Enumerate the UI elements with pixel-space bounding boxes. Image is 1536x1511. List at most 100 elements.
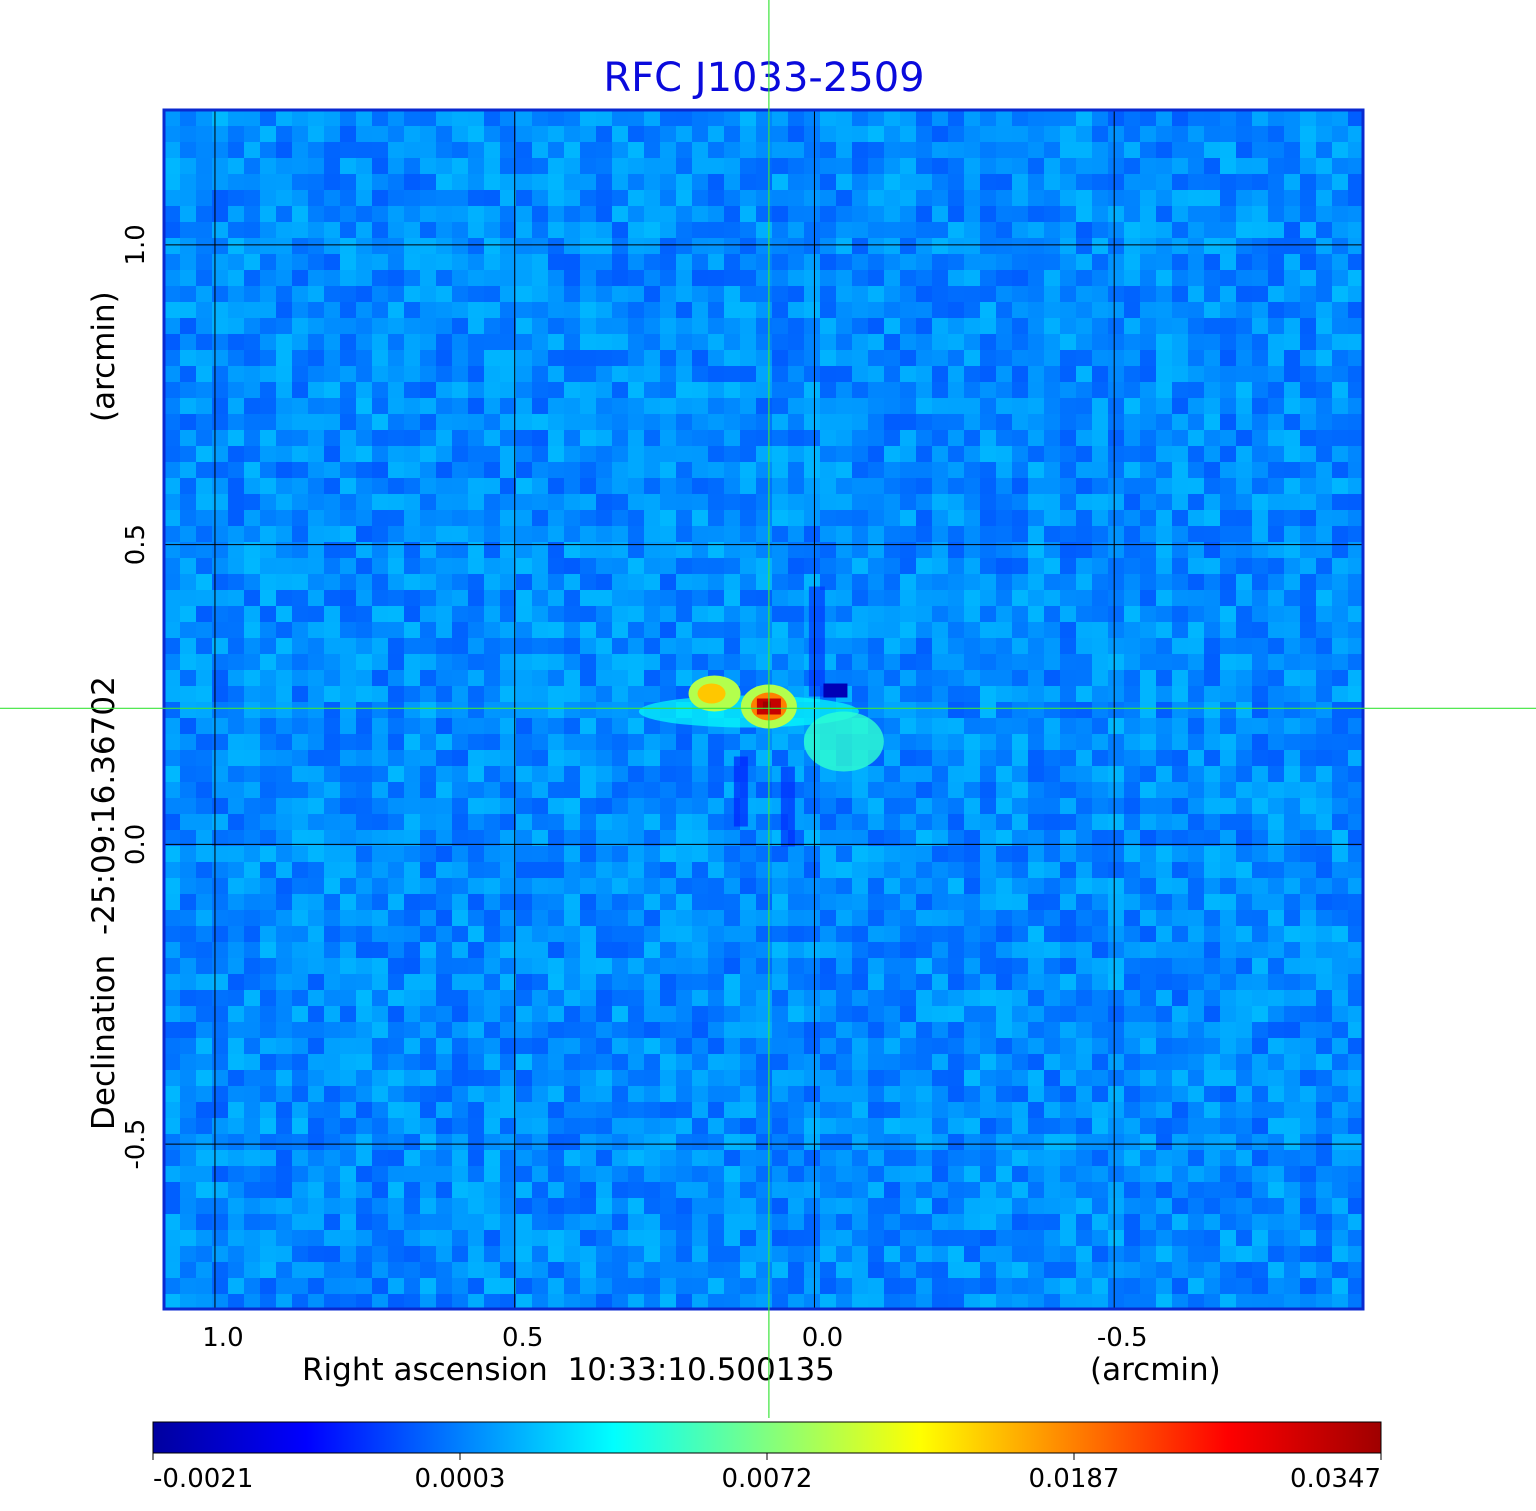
map-pixel — [1204, 926, 1220, 942]
map-pixel — [1028, 974, 1044, 990]
map-pixel — [1172, 318, 1188, 334]
map-pixel — [180, 462, 196, 478]
map-pixel — [1284, 478, 1300, 494]
map-pixel — [948, 430, 964, 446]
map-pixel — [1140, 334, 1156, 350]
map-pixel — [996, 926, 1012, 942]
map-pixel — [500, 1166, 516, 1182]
map-pixel — [996, 462, 1012, 478]
map-pixel — [1108, 718, 1124, 734]
map-pixel — [324, 1006, 340, 1022]
map-pixel — [468, 174, 484, 190]
map-pixel — [916, 206, 932, 222]
map-pixel — [340, 686, 356, 702]
map-pixel — [628, 926, 644, 942]
map-pixel — [1252, 206, 1268, 222]
map-pixel — [1172, 654, 1188, 670]
map-pixel — [356, 430, 372, 446]
map-pixel — [516, 1054, 532, 1070]
map-pixel — [612, 846, 628, 862]
map-pixel — [1092, 574, 1108, 590]
map-pixel — [900, 958, 916, 974]
map-pixel — [564, 718, 580, 734]
map-pixel — [340, 398, 356, 414]
map-pixel — [900, 1006, 916, 1022]
map-pixel — [1140, 302, 1156, 318]
map-pixel — [804, 174, 820, 190]
map-pixel — [1316, 382, 1332, 398]
map-pixel — [628, 478, 644, 494]
map-pixel — [596, 766, 612, 782]
map-pixel — [548, 158, 564, 174]
map-pixel — [644, 782, 660, 798]
map-pixel — [1156, 446, 1172, 462]
map-pixel — [260, 1006, 276, 1022]
map-pixel — [1012, 686, 1028, 702]
map-pixel — [628, 766, 644, 782]
map-pixel — [292, 462, 308, 478]
map-pixel — [516, 1006, 532, 1022]
map-pixel — [1268, 494, 1284, 510]
map-pixel — [324, 366, 340, 382]
map-pixel — [404, 734, 420, 750]
map-pixel — [212, 1086, 228, 1102]
map-pixel — [900, 1070, 916, 1086]
map-pixel — [324, 206, 340, 222]
map-pixel — [916, 830, 932, 846]
map-pixel — [164, 1150, 180, 1166]
map-pixel — [900, 814, 916, 830]
map-pixel — [436, 814, 452, 830]
map-pixel — [1044, 462, 1060, 478]
map-pixel — [1316, 814, 1332, 830]
map-pixel — [708, 638, 724, 654]
map-pixel — [852, 462, 868, 478]
map-pixel — [1172, 846, 1188, 862]
map-pixel — [244, 686, 260, 702]
map-pixel — [644, 334, 660, 350]
map-pixel — [1188, 126, 1204, 142]
map-pixel — [612, 430, 628, 446]
map-pixel — [212, 462, 228, 478]
map-pixel — [676, 750, 692, 766]
map-pixel — [164, 1166, 180, 1182]
map-pixel — [1284, 750, 1300, 766]
map-pixel — [244, 1134, 260, 1150]
map-pixel — [740, 558, 756, 574]
map-pixel — [1204, 366, 1220, 382]
map-pixel — [548, 686, 564, 702]
map-pixel — [996, 350, 1012, 366]
map-pixel — [308, 958, 324, 974]
map-pixel — [532, 494, 548, 510]
map-pixel — [628, 318, 644, 334]
map-pixel — [1332, 910, 1348, 926]
map-pixel — [612, 1070, 628, 1086]
map-pixel — [852, 1102, 868, 1118]
map-pixel — [436, 734, 452, 750]
map-pixel — [1140, 782, 1156, 798]
map-pixel — [1348, 878, 1363, 894]
map-pixel — [1156, 878, 1172, 894]
map-pixel — [1188, 542, 1204, 558]
map-pixel — [356, 286, 372, 302]
map-pixel — [260, 286, 276, 302]
map-pixel — [852, 926, 868, 942]
map-pixel — [996, 574, 1012, 590]
map-pixel — [740, 542, 756, 558]
map-pixel — [532, 1006, 548, 1022]
map-pixel — [1268, 830, 1284, 846]
map-pixel — [1060, 398, 1076, 414]
map-pixel — [1284, 302, 1300, 318]
map-pixel — [404, 446, 420, 462]
map-pixel — [388, 494, 404, 510]
map-pixel — [852, 878, 868, 894]
map-pixel — [756, 910, 772, 926]
map-pixel — [724, 206, 740, 222]
map-pixel — [884, 526, 900, 542]
map-pixel — [564, 974, 580, 990]
map-pixel — [948, 702, 964, 718]
map-pixel — [260, 206, 276, 222]
map-pixel — [196, 558, 212, 574]
map-pixel — [804, 862, 820, 878]
map-pixel — [500, 142, 516, 158]
map-pixel — [244, 814, 260, 830]
